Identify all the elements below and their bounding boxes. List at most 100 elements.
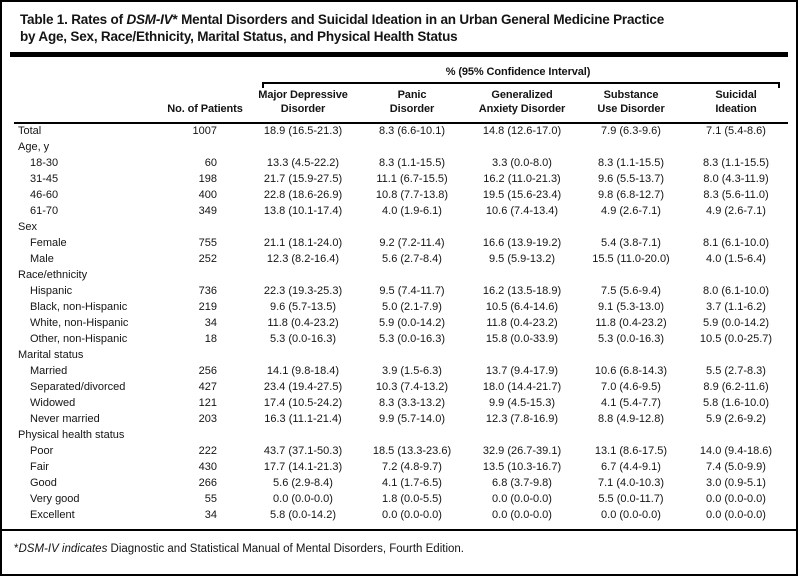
- patients-count-cell: 400: [198, 188, 217, 201]
- rate-cell: 4.9 (2.6-7.1): [601, 204, 661, 217]
- row-label: White, non-Hispanic: [30, 316, 129, 329]
- rate-cell: 8.8 (4.9-12.8): [597, 412, 665, 425]
- patients-count-cell: 430: [198, 460, 217, 473]
- column-header-substance-use-disorder: Substance Use Disorder: [578, 88, 684, 124]
- rate-cell: 17.4 (10.5-24.2): [263, 396, 343, 409]
- title-suffix: * Mental Disorders and Suicidal Ideation…: [172, 12, 665, 27]
- rate-cell: 11.8 (0.4-23.2): [267, 316, 339, 329]
- rate-cell: 10.5 (6.4-14.6): [485, 300, 559, 313]
- rate-cell: 18.0 (14.4-21.7): [482, 380, 562, 393]
- rate-cell: 5.4 (3.8-7.1): [601, 236, 661, 249]
- row-label: Married: [30, 364, 68, 377]
- rate-cell: 5.9 (0.0-14.2): [702, 316, 770, 329]
- rate-cell: 5.6 (2.9-8.4): [273, 476, 333, 489]
- column-header-major-depressive-disorder: Major Depressive Disorder: [248, 88, 358, 124]
- table-row: Separated/divorced 427 23.4 (19.4-27.5) 10.…: [14, 379, 788, 395]
- patients-count-cell: [162, 427, 248, 443]
- rate-cell: 5.9 (0.0-14.2): [378, 316, 446, 329]
- patients-count-cell: [162, 267, 248, 283]
- spanner-row: % (95% Confidence Interval): [14, 57, 788, 88]
- rate-cell: [248, 427, 358, 443]
- row-label: Excellent: [30, 508, 75, 521]
- rate-cell: 13.7 (9.4-17.9): [485, 364, 559, 377]
- rate-cell: 10.5 (0.0-25.7): [699, 332, 773, 345]
- section-row: Age, y: [14, 139, 788, 155]
- rate-cell: [684, 427, 788, 443]
- rate-cell: 8.9 (6.2-11.6): [703, 380, 769, 393]
- rate-cell: [684, 267, 788, 283]
- rate-cell: [578, 267, 684, 283]
- section-row: Marital status: [14, 347, 788, 363]
- rate-cell: 16.2 (13.5-18.9): [482, 284, 562, 297]
- footnote: *DSM-IV indicates Diagnostic and Statist…: [2, 531, 796, 556]
- rate-cell: 9.9 (5.7-14.0): [378, 412, 446, 425]
- rate-cell: 15.8 (0.0-33.9): [485, 332, 559, 345]
- rate-cell: 22.3 (19.3-25.3): [263, 284, 343, 297]
- title-prefix: Table 1. Rates of: [20, 12, 127, 27]
- row-label: Separated/divorced: [30, 380, 126, 393]
- rate-cell: [466, 347, 578, 363]
- table-row: 31-45 198 21.7 (15.9-27.5) 11.1 (6.7-15.5) 1…: [14, 171, 788, 187]
- rate-cell: 8.0 (6.1-10.0): [702, 284, 770, 297]
- rate-cell: [578, 347, 684, 363]
- table-row: Poor 222 43.7 (37.1-50.3) 18.5 (13.3-23.6) 3…: [14, 443, 788, 459]
- row-label: Black, non-Hispanic: [30, 300, 128, 313]
- rate-cell: 7.4 (5.0-9.9): [706, 460, 766, 473]
- rate-cell: 8.3 (5.6-11.0): [703, 188, 769, 201]
- ci-spanner-bracket: [262, 82, 781, 88]
- rate-cell: 5.3 (0.0-16.3): [269, 332, 337, 345]
- rate-cell: 3.7 (1.1-6.2): [706, 300, 766, 313]
- row-label: Other, non-Hispanic: [30, 332, 128, 345]
- rate-cell: [466, 427, 578, 443]
- rate-cell: 7.2 (4.8-9.7): [382, 460, 442, 473]
- data-table: % (95% Confidence Interval) No. of Patie…: [14, 57, 789, 523]
- rate-cell: 15.5 (11.0-20.0): [592, 252, 670, 265]
- rate-cell: 0.0 (0.0-0.0): [492, 492, 552, 505]
- row-label: Never married: [30, 412, 100, 425]
- patients-count-cell: 219: [198, 300, 217, 313]
- rate-cell: 5.9 (2.6-9.2): [706, 412, 766, 425]
- table-row: Total 1007 18.9 (16.5-21.3) 8.3 (6.6-10.1) 1…: [14, 123, 788, 139]
- rate-cell: 10.3 (7.4-13.2): [375, 380, 449, 393]
- rate-cell: [466, 267, 578, 283]
- column-header-row: No. of Patients Major Depressive Disorde…: [14, 88, 789, 124]
- rate-cell: [684, 347, 788, 363]
- rate-cell: [466, 219, 578, 235]
- rate-cell: 6.7 (4.4-9.1): [601, 460, 661, 473]
- rate-cell: 23.4 (19.4-27.5): [263, 380, 343, 393]
- patients-count-cell: [162, 139, 248, 155]
- rate-cell: 17.7 (14.1-21.3): [263, 460, 343, 473]
- spanner-spacer: [14, 57, 248, 88]
- rate-cell: 13.1 (8.6-17.5): [594, 444, 668, 457]
- rate-cell: 11.8 (0.4-23.2): [595, 316, 667, 329]
- rate-cell: 16.2 (11.0-21.3): [483, 172, 561, 185]
- patients-count-cell: 55: [204, 492, 217, 505]
- table-row: Other, non-Hispanic 18 5.3 (0.0-16.3) 5.3 (…: [14, 331, 788, 347]
- rate-cell: 5.5 (2.7-8.3): [706, 364, 766, 377]
- rate-cell: 18.9 (16.5-21.3): [263, 125, 343, 137]
- patients-count-cell: 34: [204, 316, 217, 329]
- rate-cell: 11.1 (6.7-15.5): [376, 172, 448, 185]
- patients-count-cell: 266: [198, 476, 217, 489]
- table-row: Fair 430 17.7 (14.1-21.3) 7.2 (4.8-9.7) 13.5…: [14, 459, 788, 475]
- rate-cell: 9.6 (5.5-13.7): [597, 172, 665, 185]
- table-row: Hispanic 736 22.3 (19.3-25.3) 9.5 (7.4-11.7…: [14, 283, 788, 299]
- section-row: Sex: [14, 219, 788, 235]
- row-label: 18-30: [30, 156, 59, 169]
- patients-count-cell: 1007: [192, 125, 217, 137]
- rate-cell: 3.0 (0.9-5.1): [706, 476, 766, 489]
- section-label: Sex: [18, 220, 37, 233]
- rate-cell: [358, 219, 466, 235]
- rate-cell: [578, 219, 684, 235]
- patients-count-cell: [162, 347, 248, 363]
- rate-cell: 0.0 (0.0-0.0): [706, 492, 766, 505]
- ci-spanner-label: % (95% Confidence Interval): [445, 66, 591, 78]
- table-row: Widowed 121 17.4 (10.5-24.2) 8.3 (3.3-13.2)…: [14, 395, 788, 411]
- rate-cell: [358, 139, 466, 155]
- table-row: Black, non-Hispanic 219 9.6 (5.7-13.5) 5.0 …: [14, 299, 788, 315]
- footnote-italic: DSM-IV indicates: [18, 543, 108, 555]
- rate-cell: 16.3 (11.1-21.4): [264, 412, 342, 425]
- rate-cell: 9.2 (7.2-11.4): [379, 236, 445, 249]
- patients-count-cell: 252: [198, 252, 217, 265]
- row-label: Very good: [30, 492, 80, 505]
